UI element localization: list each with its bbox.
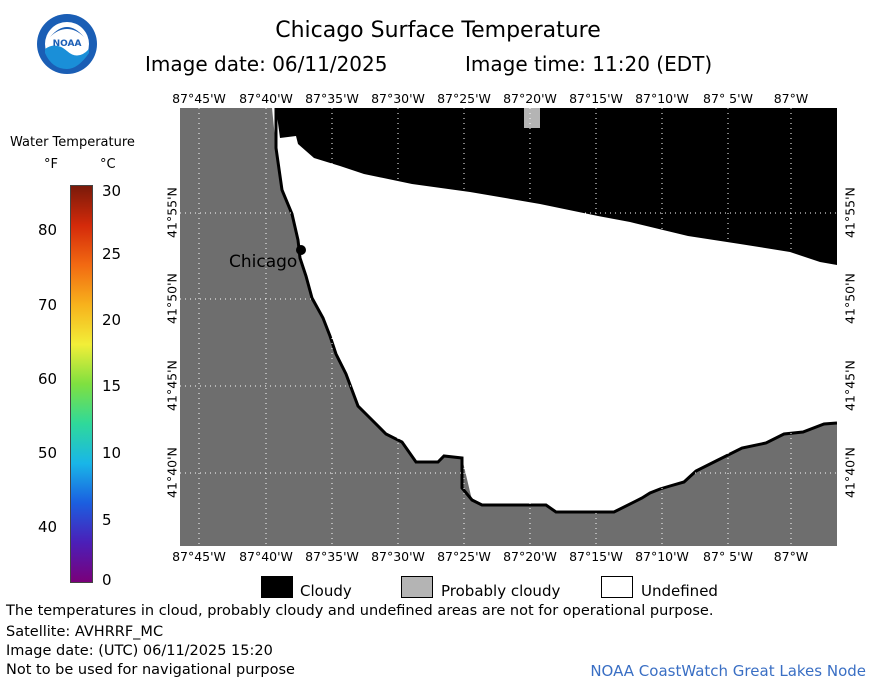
page-title: Chicago Surface Temperature [275,18,601,43]
longitude-label: 87°40'W [239,549,293,564]
cloudy-swatch [261,576,293,598]
credit-link[interactable]: NOAA CoastWatch Great Lakes Node [590,662,866,680]
probably-cloudy-area [524,108,540,128]
fahrenheit-tick-label: 80 [38,221,58,239]
celsius-tick-label: 30 [102,182,122,200]
longitude-label: 87°35'W [305,91,359,106]
latitude-label: 41°45'N [842,360,858,411]
latitude-label: 41°55'N [164,187,180,238]
cloudy-label: Cloudy [300,582,352,600]
latitude-label: 41°40'N [164,447,180,498]
image-time: Image time: 11:20 (EDT) [465,52,713,76]
coastline [274,108,838,514]
longitude-label: 87°15'W [569,549,623,564]
celsius-tick-label: 0 [102,571,112,589]
fahrenheit-tick-label: 60 [38,370,58,388]
longitude-label: 87° 5'W [703,91,753,106]
longitude-label: 87°35'W [305,549,359,564]
celsius-tick-label: 5 [102,511,112,529]
longitude-label: 87°45'W [172,549,226,564]
celsius-tick-label: 10 [102,444,122,462]
noaa-logo: NOAA [36,13,98,75]
gridlines [180,108,837,546]
celsius-tick-label: 15 [102,377,122,395]
latitude-label: 41°50'N [164,273,180,324]
latitude-label: 41°45'N [164,360,180,411]
longitude-label: 87°10'W [635,549,689,564]
chicago-marker [296,245,306,255]
image-date: Image date: 06/11/2025 [145,52,388,76]
latitude-label: 41°50'N [842,273,858,324]
longitude-label: 87°W [773,91,809,106]
navigation-note: Not to be used for navigational purpose [6,662,295,678]
longitude-label: 87°30'W [371,549,425,564]
color-scale-title: Water Temperature [10,135,135,150]
unit-celsius: °C [100,157,116,172]
probably-cloudy-label: Probably cloudy [441,582,561,600]
celsius-tick-label: 25 [102,245,122,263]
utc-date-text: Image date: (UTC) 06/11/2025 15:20 [6,643,273,659]
probably-cloudy-swatch [401,576,433,598]
disclaimer-text: The temperatures in cloud, probably clou… [6,603,714,619]
longitude-label: 87°20'W [503,91,557,106]
color-scale-bar [70,185,93,583]
celsius-tick-label: 20 [102,311,122,329]
cloudy-area [272,108,837,265]
city-label: Chicago [229,252,298,272]
undefined-label: Undefined [641,582,718,600]
undefined-swatch [601,576,633,598]
logo-text: NOAA [53,39,82,49]
map [180,108,838,546]
longitude-label: 87°40'W [239,91,293,106]
longitude-label: 87°30'W [371,91,425,106]
fahrenheit-tick-label: 40 [38,518,58,536]
fahrenheit-tick-label: 50 [38,444,58,462]
longitude-label: 87°20'W [503,549,557,564]
longitude-label: 87°45'W [172,91,226,106]
latitude-label: 41°55'N [842,187,858,238]
longitude-label: 87°25'W [437,549,491,564]
longitude-label: 87° 5'W [703,549,753,564]
longitude-label: 87°W [773,549,809,564]
unit-fahrenheit: °F [44,157,58,172]
satellite-text: Satellite: AVHRRF_MC [6,624,164,640]
longitude-label: 87°15'W [569,91,623,106]
longitude-label: 87°10'W [635,91,689,106]
longitude-label: 87°25'W [437,91,491,106]
latitude-label: 41°40'N [842,447,858,498]
land-area [180,108,837,546]
fahrenheit-tick-label: 70 [38,296,58,314]
